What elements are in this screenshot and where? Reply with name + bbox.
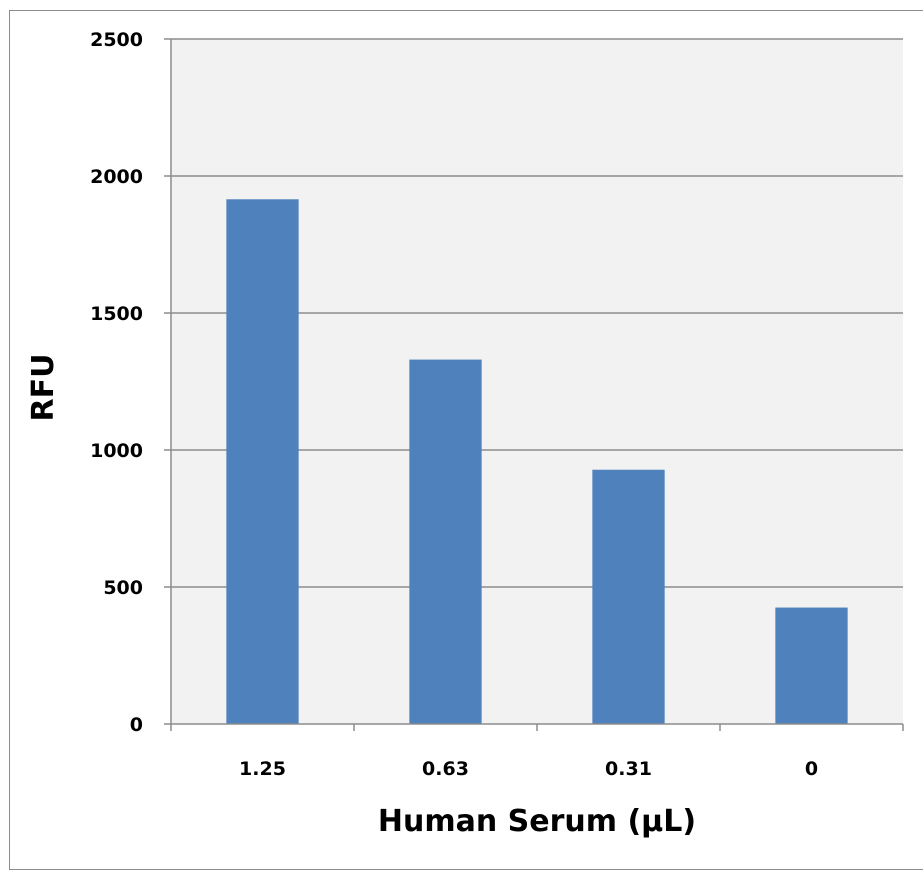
bar-chart: 0 500 1000 1500 2000 2500 1.25 0.63 0.31 0 RFU Hu…	[26, 29, 904, 839]
x-tick-label: 0.31	[605, 758, 652, 780]
y-axis-title: RFU	[26, 354, 61, 422]
axes	[164, 38, 904, 731]
y-tick-label: 2000	[90, 166, 143, 188]
bars	[226, 199, 848, 725]
x-axis-title: Human Serum (µL)	[378, 804, 696, 839]
bar	[775, 607, 848, 724]
bar	[409, 359, 482, 724]
y-tick-label: 0	[130, 714, 143, 736]
y-tick-label: 2500	[90, 29, 143, 51]
bar	[226, 199, 299, 725]
y-tick-label: 1500	[90, 303, 143, 325]
x-tick-label: 0	[805, 758, 818, 780]
tick-labels: 0 500 1000 1500 2000 2500 1.25 0.63 0.31 0	[90, 29, 818, 780]
x-tick-label: 0.63	[422, 758, 469, 780]
y-tick-label: 1000	[90, 440, 143, 462]
bar	[592, 469, 665, 724]
y-tick-label: 500	[103, 577, 143, 599]
x-tick-label: 1.25	[239, 758, 286, 780]
